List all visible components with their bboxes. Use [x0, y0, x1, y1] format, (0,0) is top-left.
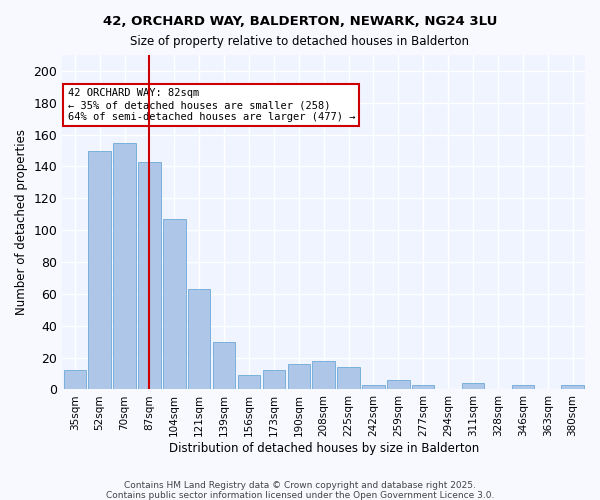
- Bar: [512, 384, 534, 390]
- Bar: [64, 370, 86, 390]
- Y-axis label: Number of detached properties: Number of detached properties: [15, 129, 28, 315]
- X-axis label: Distribution of detached houses by size in Balderton: Distribution of detached houses by size …: [169, 442, 479, 455]
- Bar: [113, 142, 136, 390]
- Bar: [362, 384, 385, 390]
- Text: Contains HM Land Registry data © Crown copyright and database right 2025.: Contains HM Land Registry data © Crown c…: [124, 481, 476, 490]
- Bar: [163, 219, 185, 390]
- Text: Contains public sector information licensed under the Open Government Licence 3.: Contains public sector information licen…: [106, 491, 494, 500]
- Bar: [188, 289, 211, 390]
- Bar: [462, 383, 484, 390]
- Bar: [287, 364, 310, 390]
- Bar: [313, 361, 335, 390]
- Bar: [337, 367, 360, 390]
- Text: Size of property relative to detached houses in Balderton: Size of property relative to detached ho…: [131, 35, 470, 48]
- Bar: [562, 384, 584, 390]
- Bar: [263, 370, 285, 390]
- Bar: [88, 150, 111, 390]
- Text: 42, ORCHARD WAY, BALDERTON, NEWARK, NG24 3LU: 42, ORCHARD WAY, BALDERTON, NEWARK, NG24…: [103, 15, 497, 28]
- Bar: [138, 162, 161, 390]
- Bar: [213, 342, 235, 390]
- Bar: [387, 380, 410, 390]
- Bar: [412, 384, 434, 390]
- Text: 42 ORCHARD WAY: 82sqm
← 35% of detached houses are smaller (258)
64% of semi-det: 42 ORCHARD WAY: 82sqm ← 35% of detached …: [68, 88, 355, 122]
- Bar: [238, 375, 260, 390]
